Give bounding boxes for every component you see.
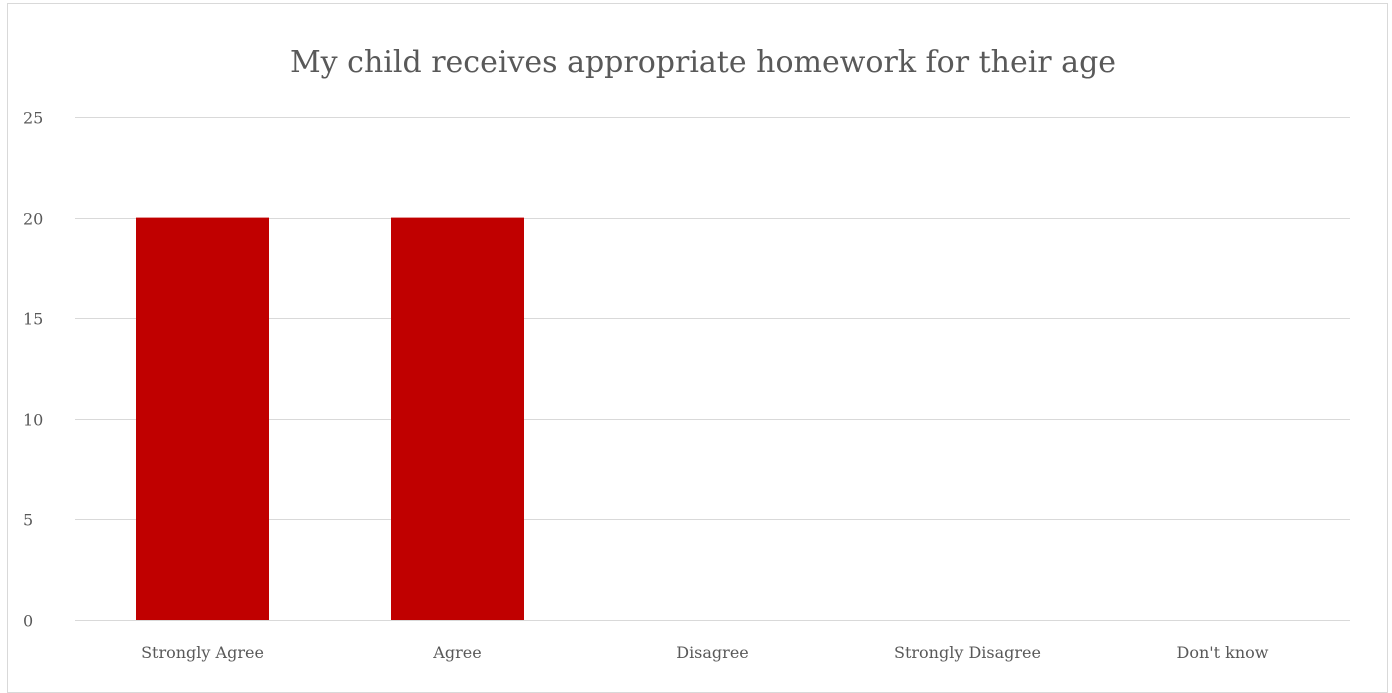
y-axis-ticks: 0 5 10 15 20 25 (23, 109, 43, 631)
y-tick-label: 10 (23, 411, 43, 430)
x-axis-ticks: Strongly Agree Agree Disagree Strongly Disa… (141, 643, 1269, 662)
y-tick-label: 20 (23, 210, 43, 229)
y-tick-label: 15 (23, 310, 43, 329)
x-tick-label: Strongly Agree (141, 643, 264, 662)
x-tick-label: Strongly Disagree (894, 643, 1041, 662)
bar-chart: My child receives appropriate homework f… (23, 45, 1350, 662)
x-tick-label: Don't know (1176, 643, 1268, 662)
gridlines (75, 117, 1350, 621)
bar (391, 217, 524, 620)
y-tick-label: 25 (23, 109, 43, 128)
chart-title: My child receives appropriate homework f… (290, 45, 1116, 80)
y-tick-label: 0 (23, 612, 33, 631)
bars (136, 217, 524, 620)
x-tick-label: Agree (432, 643, 481, 662)
y-tick-label: 5 (23, 511, 33, 530)
bar (136, 217, 269, 620)
x-tick-label: Disagree (676, 643, 749, 662)
